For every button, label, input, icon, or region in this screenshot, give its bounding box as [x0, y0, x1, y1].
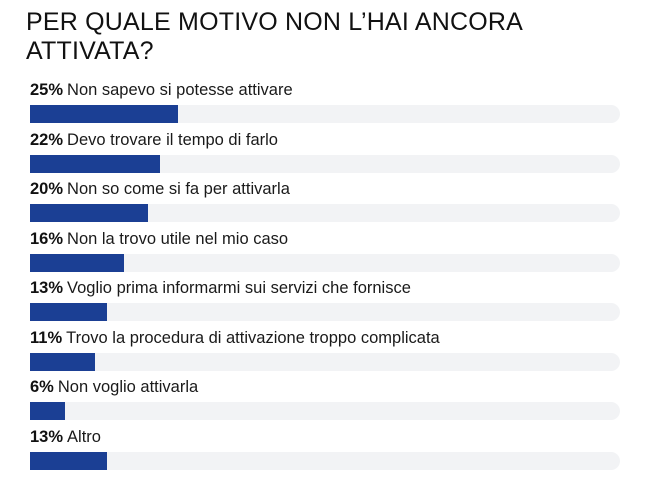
bar-text: Non so come si fa per attivarla — [67, 180, 290, 198]
bar-text: Altro — [67, 427, 101, 446]
bar-label: 13% Voglio prima informarmi sui servizi c… — [30, 278, 411, 298]
bar-row: 13% Altro — [30, 427, 620, 477]
bar-label: 13% Altro — [30, 427, 101, 447]
bar-percent: 13% — [30, 427, 64, 446]
bar-label: 11% Trovo la procedura di attivazione tro… — [30, 328, 440, 348]
bar-fill — [30, 352, 95, 371]
bar-label: 6% Non voglio attivarla — [30, 377, 198, 397]
bar-fill — [30, 105, 178, 123]
bar-label: 25% Non sapevo si potesse attivare — [30, 80, 293, 100]
bar-text: Voglio prima informarmi sui servizi che … — [67, 279, 411, 297]
bar-track — [30, 105, 620, 123]
bar-track — [30, 154, 620, 173]
bar-percent: 20% — [30, 180, 64, 198]
bar-row: 16% Non la trovo utile nel mio caso — [30, 229, 620, 279]
bar-percent: 13% — [30, 279, 64, 297]
bar-row: 22% Devo trovare il tempo di farlo — [30, 130, 620, 180]
bar-track — [30, 303, 620, 321]
bar-track — [30, 352, 620, 371]
bar-label: 16% Non la trovo utile nel mio caso — [30, 229, 288, 249]
bar-fill — [30, 303, 107, 321]
bar-percent: 22% — [30, 130, 64, 149]
bar-label: 22% Devo trovare il tempo di farlo — [30, 130, 278, 150]
bar-percent: 11% — [30, 328, 63, 347]
bar-row: 20% Non so come si fa per attivarla — [30, 179, 620, 229]
bar-list: 25% Non sapevo si potesse attivare 22% Dev… — [30, 80, 620, 476]
bar-text: Non voglio attivarla — [57, 378, 199, 396]
bar-fill — [30, 154, 160, 173]
bar-text: Trovo la procedura di attivazione troppo… — [66, 328, 440, 347]
bar-row: 13% Voglio prima informarmi sui servizi c… — [30, 278, 620, 328]
bar-percent: 25% — [30, 81, 64, 99]
bar-track — [30, 253, 620, 272]
bar-percent: 16% — [30, 229, 64, 248]
bar-label: 20% Non so come si fa per attivarla — [30, 179, 290, 199]
bar-fill — [30, 204, 148, 222]
bar-text: Non la trovo utile nel mio caso — [67, 229, 289, 248]
bar-row: 25% Non sapevo si potesse attivare — [30, 80, 620, 130]
bar-track — [30, 204, 620, 222]
chart-title: PER QUALE MOTIVO NON L’HAI ANCORA ATTIVA… — [26, 8, 522, 65]
bar-fill — [30, 402, 66, 420]
bar-track — [30, 402, 620, 420]
bar-fill — [30, 451, 107, 470]
bar-text: Non sapevo si potesse attivare — [67, 81, 293, 99]
bar-fill — [30, 253, 125, 272]
bar-row: 6% Non voglio attivarla — [30, 377, 620, 427]
bar-row: 11% Trovo la procedura di attivazione tro… — [30, 328, 620, 378]
bar-text: Devo trovare il tempo di farlo — [67, 130, 278, 149]
bar-percent: 6% — [30, 378, 54, 396]
bar-track — [30, 451, 620, 470]
